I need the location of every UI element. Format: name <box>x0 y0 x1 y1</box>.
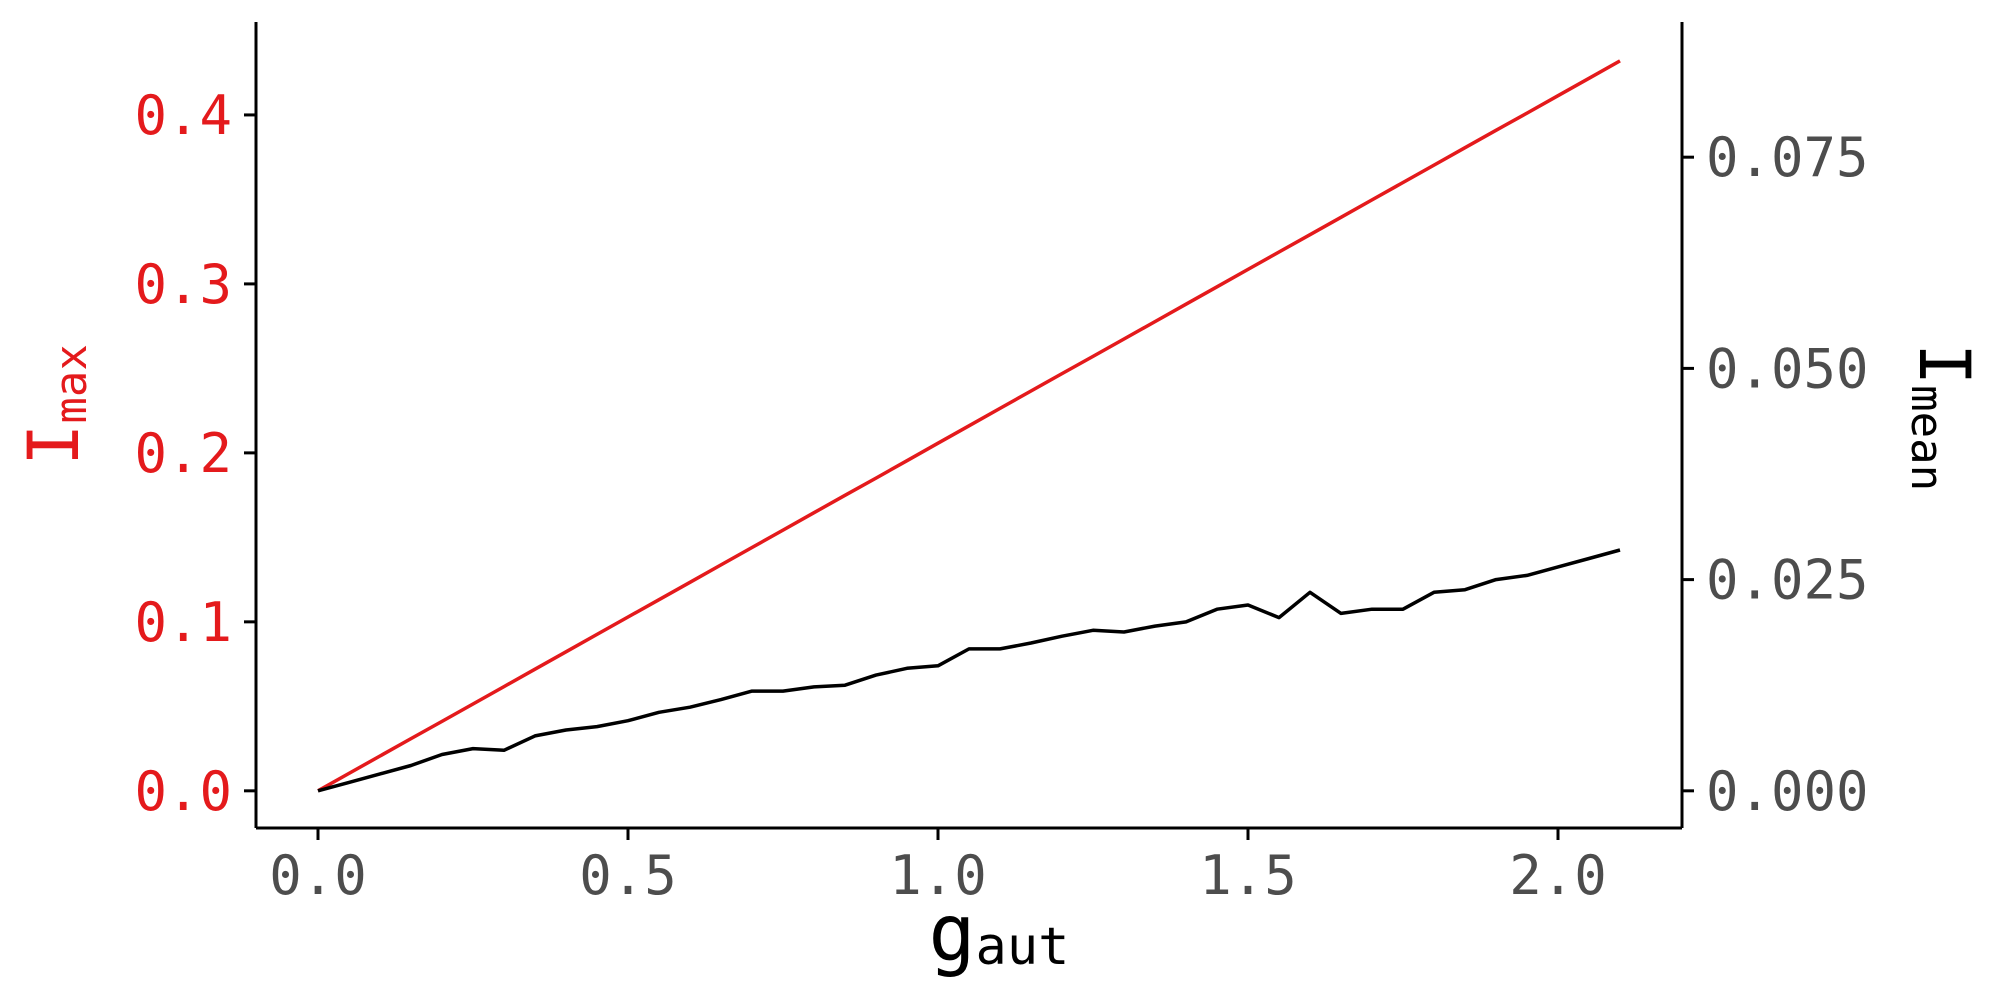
axes <box>244 22 1694 840</box>
y-left-axis-title-main: I <box>13 424 95 466</box>
y-left-axis-title-sub: max <box>46 344 97 423</box>
labels: 0.0 0.5 1.0 1.5 2.0 0.0 0.1 0.2 0.3 0.4 0.000 0.025… <box>13 84 1985 979</box>
x-tick-label: 0.5 <box>579 844 677 907</box>
x-axis-title-main: g <box>929 889 976 979</box>
x-axis-title: gaut <box>929 889 1070 979</box>
y-right-tick-label: 0.025 <box>1706 549 1869 612</box>
y-right-axis-title-sub: mean <box>1901 385 1952 491</box>
y-left-tick-label: 0.0 <box>134 760 232 823</box>
y-right-tick-label: 0.000 <box>1706 760 1869 823</box>
x-tick-label: 2.0 <box>1509 844 1607 907</box>
x-tick-label: 1.5 <box>1199 844 1297 907</box>
y-left-tick-label: 0.1 <box>134 591 232 654</box>
y-left-tick-label: 0.4 <box>134 84 232 147</box>
x-tick-label: 0.0 <box>269 844 367 907</box>
y-right-tick-label: 0.050 <box>1706 337 1869 400</box>
y-left-tick-label: 0.2 <box>134 422 232 485</box>
series-line-right <box>317 548 1621 793</box>
series-line-left <box>317 59 1621 793</box>
y-left-tick-label: 0.3 <box>134 253 232 316</box>
x-axis-title-sub: aut <box>976 917 1070 977</box>
x-tick-label: 1.0 <box>889 844 987 907</box>
y-right-axis-title-main: I <box>1903 343 1985 385</box>
y-right-axis-title: Imean <box>1901 343 1985 491</box>
series-layer <box>317 59 1621 793</box>
y-right-tick-label: 0.075 <box>1706 126 1869 189</box>
y-left-axis-title: Imax <box>13 344 97 466</box>
